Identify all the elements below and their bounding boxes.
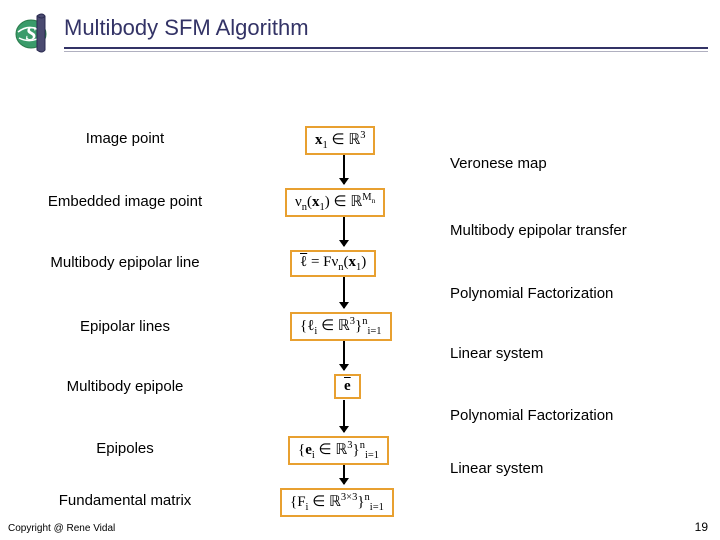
title-rule-1: [64, 47, 708, 49]
left-label: Embedded image point: [10, 193, 240, 210]
math-expression: {ei ∈ ℝ3}ni=1: [288, 436, 389, 465]
math-expression: {ℓi ∈ ℝ3}ni=1: [290, 312, 392, 341]
arrow-down-icon: [343, 214, 345, 246]
left-label: Multibody epipolar line: [10, 254, 240, 271]
arrow-down-icon: [343, 462, 345, 484]
math-expression: x1 ∈ ℝ3: [305, 126, 375, 155]
arrow-down-icon: [343, 152, 345, 184]
math-expression: νn(x1) ∈ ℝMn: [285, 188, 385, 217]
math-expression: {Fi ∈ ℝ3×3}ni=1: [280, 488, 394, 517]
page-number: 19: [695, 520, 708, 534]
left-label: Epipolar lines: [10, 318, 240, 335]
copyright-text: Copyright @ Rene Vidal: [8, 523, 115, 534]
left-label: Image point: [10, 130, 240, 147]
slide-header: S Multibody SFM Algorithm: [0, 0, 720, 60]
math-expression: ℓ = Fνn(x1): [290, 250, 376, 277]
left-label: Multibody epipole: [10, 378, 240, 395]
title-container: Multibody SFM Algorithm: [64, 15, 708, 52]
right-label: Polynomial Factorization: [450, 407, 690, 424]
left-label: Epipoles: [10, 440, 240, 457]
math-expression: e: [334, 374, 361, 399]
right-label: Linear system: [450, 460, 690, 477]
right-label: Polynomial Factorization: [450, 285, 690, 302]
left-label: Fundamental matrix: [10, 492, 240, 509]
arrow-down-icon: [343, 276, 345, 308]
slide-title: Multibody SFM Algorithm: [64, 15, 708, 47]
title-rule-2: [64, 51, 708, 52]
right-label: Veronese map: [450, 155, 690, 172]
logo-icon: S: [12, 12, 54, 54]
svg-text:S: S: [25, 23, 36, 45]
right-label: Multibody epipolar transfer: [450, 222, 690, 239]
arrow-down-icon: [343, 338, 345, 370]
arrow-down-icon: [343, 400, 345, 432]
slide-body: Image point Embedded image point Multibody…: [0, 60, 720, 520]
right-label: Linear system: [450, 345, 690, 362]
